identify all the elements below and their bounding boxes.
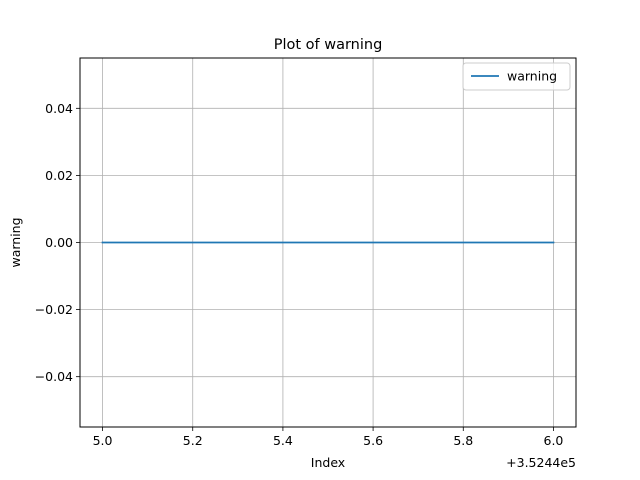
- x-axis-label: Index: [311, 455, 345, 470]
- chart-title: Plot of warning: [274, 37, 383, 53]
- y-axis-label: warning: [8, 217, 23, 267]
- x-tick-label: 5.2: [183, 433, 203, 448]
- legend-box: [462, 62, 571, 91]
- x-tick-label: 5.6: [363, 433, 383, 448]
- y-tick-label: −0.04: [35, 369, 73, 384]
- y-tick-label: −0.02: [35, 302, 73, 317]
- y-axis-ticks: −0.04 −0.02 0.00 0.02 0.04: [35, 101, 80, 384]
- y-tick-label: 0.02: [45, 168, 73, 183]
- x-axis-offset-label: +3.5244e5: [506, 455, 576, 470]
- x-tick-label: 5.4: [273, 433, 293, 448]
- x-axis-ticks: 5.0 5.2 5.4 5.6 5.8 6.0: [93, 427, 564, 448]
- y-tick-label: 0.04: [45, 101, 73, 116]
- legend: warning: [462, 62, 571, 91]
- x-tick-label: 5.0: [93, 433, 113, 448]
- y-tick-label: 0.00: [45, 235, 73, 250]
- legend-label-warning: warning: [507, 69, 557, 84]
- x-tick-label: 5.8: [453, 433, 473, 448]
- x-tick-label: 6.0: [544, 433, 564, 448]
